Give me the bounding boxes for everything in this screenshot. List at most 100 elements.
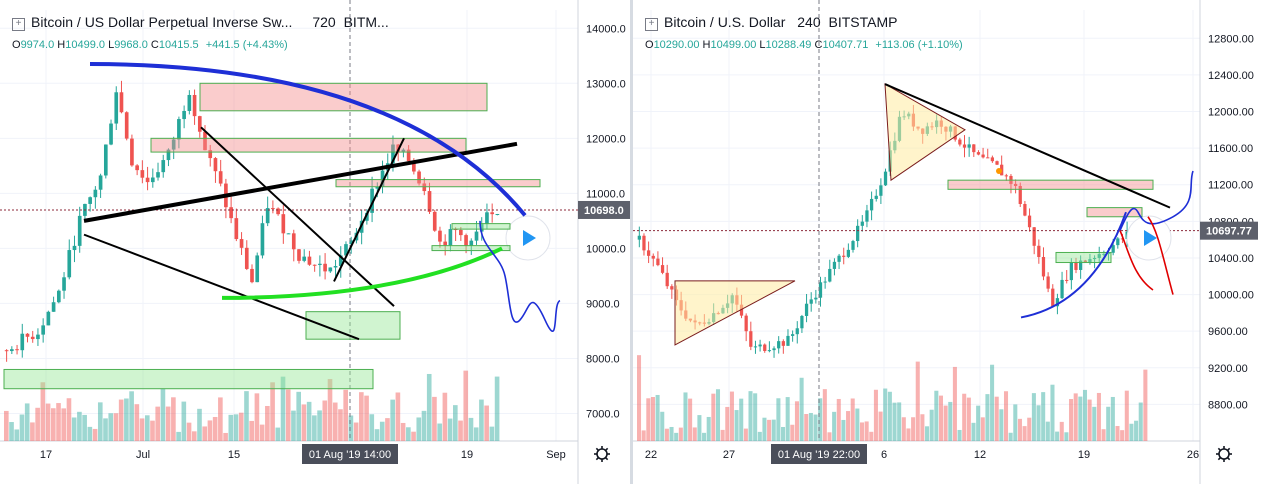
volume-bar [207,420,213,441]
volume-bar [1115,426,1120,441]
volume-bar [432,396,437,441]
candle-body [869,198,874,211]
candle-body [297,249,301,261]
chart-interval-left: 720 [312,14,336,30]
panel-divider[interactable] [630,0,633,484]
candle-body [145,177,150,183]
volume-bar [97,402,103,441]
expand-icon[interactable]: + [12,18,25,31]
volume-bar [165,406,171,441]
volume-bar [846,411,851,441]
volume-bar [473,427,479,441]
candle-body [1004,175,1008,177]
candle-body [412,161,416,172]
candle-body [291,233,296,250]
y-tick-label: 8800.00 [1208,399,1248,411]
volume-bar [275,427,281,441]
x-tick-label: 19 [1078,449,1090,461]
candle-body [62,277,66,291]
candle-body [1060,279,1064,299]
candle-body [995,161,999,165]
candle-body [1065,279,1069,281]
volume-bar [1050,384,1055,441]
trend-line [83,141,518,223]
candle-body [422,183,427,192]
volume-bar [19,414,25,441]
volume-bar [369,414,375,441]
candle-body [77,215,82,246]
candle-body [36,334,40,340]
candle-body [166,149,171,161]
x-tick-label: 22 [645,449,657,461]
volume-bar [385,418,390,441]
volume-bar [985,394,990,441]
volume-bar [406,427,411,441]
volume-bar [1008,432,1013,441]
volume-bar [771,419,776,441]
volume-bar [915,361,920,441]
candle-body [93,189,98,198]
volume-bar [948,401,953,441]
volume-bar [892,402,897,441]
volume-bar [463,370,469,441]
candle-body [380,170,385,187]
x-tick-label: 19 [461,449,473,461]
support-zone [1055,251,1112,264]
expand-icon[interactable]: + [645,18,658,31]
candle-body [338,255,343,267]
gear-icon-tooth [604,447,609,452]
candle-body [804,303,809,316]
candle-body [56,290,61,303]
gear-icon-tooth [1226,447,1231,452]
chart-canvas-right[interactable]: 12800.00 12400.00 12000.00 11600.00 11200.00… [633,0,1261,484]
volume-bar [962,393,967,441]
volume-bar [338,409,343,441]
volume-bar [725,406,730,441]
chart-panel-left[interactable]: 14000.0 13000.0 12000.0 11000.0 10000.0 9000.… [0,0,630,484]
candle-body [1046,276,1050,289]
volume-bar [683,392,688,441]
candle-body [109,123,113,145]
chart-title-left: Bitcoin / US Dollar Perpetual Inverse Sw… [31,14,293,30]
volume-bar [1106,406,1111,441]
x-tick-label: 17 [40,449,52,461]
candle-body [1027,215,1032,228]
chart-panel-right[interactable]: 12800.00 12400.00 12000.00 11600.00 11200.00… [633,0,1261,484]
candle-body [795,328,799,335]
y-tick-label: 12000.00 [1208,107,1254,119]
candle-body [814,297,818,300]
candle-body [391,144,395,164]
volume-bar [66,398,72,441]
candle-body [150,177,155,183]
crosshair-time-badge [771,444,867,464]
volume-bar [312,415,317,441]
volume-bar [24,403,30,441]
volume-bar [934,390,939,441]
candle-body [1079,260,1083,270]
candle-body [474,231,479,241]
candle-body [758,344,762,347]
volume-bar [171,397,176,441]
candle-body [879,185,883,196]
volume-bar [202,426,208,441]
volume-bar [416,417,422,441]
volume-bar [484,405,489,441]
volume-bar [437,423,442,441]
chart-canvas-left[interactable]: 14000.0 13000.0 12000.0 11000.0 10000.0 9000.… [0,0,630,484]
volume-bar [1041,392,1046,441]
candle-body [349,240,354,245]
gear-icon-tooth [595,456,600,461]
volume-bar [832,411,837,441]
candle-body [276,208,280,215]
current-price-label: 10698.0 [584,205,624,217]
volume-bar [980,417,985,441]
candle-body [651,255,655,259]
volume-bar [669,426,674,441]
candle-body [417,171,421,184]
candle-body [495,214,500,216]
candle-body [1032,227,1036,246]
candle-body [213,158,218,172]
candle-body [665,272,669,287]
y-tick-label: 9600.00 [1208,326,1248,338]
volume-bar [322,400,328,441]
